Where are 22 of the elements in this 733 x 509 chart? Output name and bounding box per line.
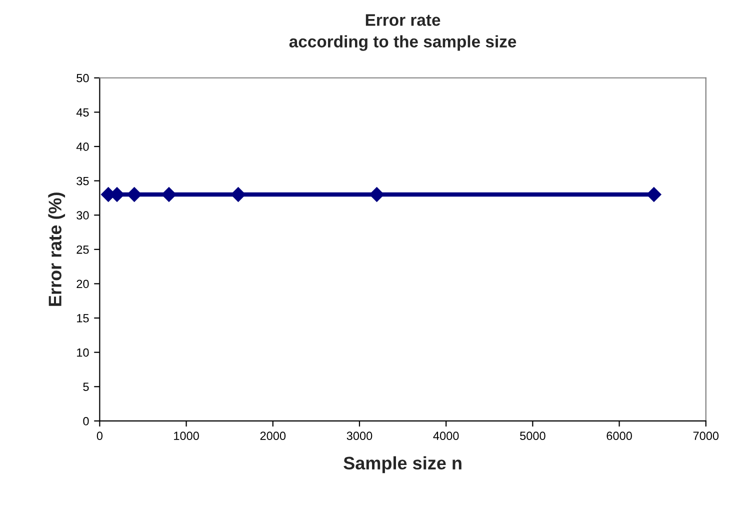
y-tick-label: 35 bbox=[76, 176, 89, 186]
x-tick-label: 7000 bbox=[693, 432, 719, 440]
y-tick-label: 10 bbox=[77, 348, 89, 357]
y-tick-label: 5 bbox=[83, 382, 89, 392]
x-axis-title: Sample size n bbox=[344, 456, 462, 474]
y-tick-label: 15 bbox=[77, 314, 89, 322]
chart-title: Error rate according to the sample size bbox=[289, 14, 516, 51]
x-tick-label: 4000 bbox=[433, 432, 459, 440]
y-tick-label: 20 bbox=[76, 280, 89, 288]
x-tick-label: 0 bbox=[96, 432, 103, 440]
y-tick-label: 30 bbox=[76, 211, 89, 220]
x-tick-label: 2000 bbox=[260, 432, 286, 440]
y-axis-title: Error rate (%) bbox=[48, 192, 66, 306]
y-tick-label: 45 bbox=[76, 108, 89, 117]
y-tick-label: 40 bbox=[76, 142, 89, 151]
x-tick-label: 3000 bbox=[346, 432, 372, 440]
x-tick-label: 5000 bbox=[520, 432, 546, 440]
y-tick-label: 0 bbox=[83, 416, 89, 426]
y-tick-label: 50 bbox=[76, 74, 89, 82]
x-tick-label: 1000 bbox=[174, 432, 199, 440]
y-tick-label: 25 bbox=[76, 245, 89, 254]
x-tick-label: 6000 bbox=[606, 432, 632, 440]
